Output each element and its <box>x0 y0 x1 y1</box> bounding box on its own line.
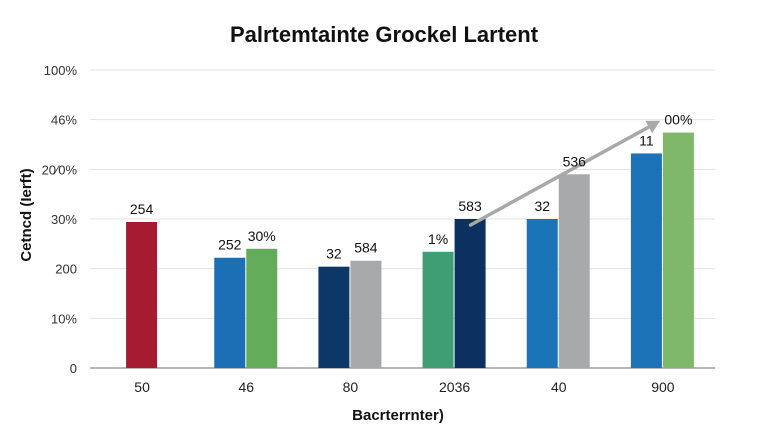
bar <box>558 174 590 368</box>
data-label: 252 <box>218 237 242 253</box>
y-axis-title: Cetncd (Ierft) <box>18 168 35 261</box>
x-tick-labels: 50 46 80 2036 40 900 <box>134 379 675 395</box>
y-tick-label: 0 <box>70 361 77 376</box>
y-tick-label: 100% <box>44 63 78 78</box>
y-tick-label: 46% <box>51 113 77 128</box>
x-tick-label: 900 <box>651 379 675 395</box>
y-tick-label: 200 <box>55 262 77 277</box>
bar <box>126 221 158 368</box>
data-label: 30% <box>248 228 276 244</box>
y-tick-labels: 0 10% 200 30% 20⁄0% 46% 100% <box>42 63 78 376</box>
trend-arrow-head <box>645 120 661 134</box>
x-tick-label: 46 <box>238 379 254 395</box>
bar <box>246 248 278 368</box>
grid-layer <box>90 69 715 369</box>
bar <box>350 260 382 368</box>
bar <box>318 266 350 368</box>
data-label: 1% <box>428 231 448 247</box>
trend-arrow-line <box>468 121 657 227</box>
data-label: 00% <box>664 112 692 128</box>
x-axis-title: Bacrterrnter) <box>352 407 444 424</box>
bar <box>526 219 558 368</box>
y-tick-label: 10% <box>51 311 77 326</box>
y-tick-label: 20⁄0% <box>42 162 78 177</box>
x-tick-label: 40 <box>551 379 567 395</box>
bar <box>630 153 662 368</box>
bar <box>214 257 246 368</box>
bar <box>422 251 454 368</box>
x-tick-label: 50 <box>134 379 150 395</box>
data-label: 32 <box>326 246 342 262</box>
data-label: 583 <box>458 198 482 214</box>
x-tick-label: 80 <box>343 379 359 395</box>
bars-layer <box>126 132 694 368</box>
trend-arrow-layer <box>468 120 661 227</box>
data-label: 584 <box>354 240 378 256</box>
data-label: 32 <box>534 198 550 214</box>
data-label: 11 <box>639 132 654 148</box>
chart-title: Palrtemtainte Grockel Lartent <box>230 22 539 47</box>
y-tick-label: 30% <box>51 212 77 227</box>
data-label: 536 <box>563 153 587 169</box>
bar <box>662 132 694 368</box>
bar <box>454 219 486 368</box>
data-label: 254 <box>130 201 154 217</box>
x-tick-label: 2036 <box>439 379 470 395</box>
data-labels-layer: 254 252 30% 32 584 1% 583 32 536 11 00% <box>130 112 693 262</box>
